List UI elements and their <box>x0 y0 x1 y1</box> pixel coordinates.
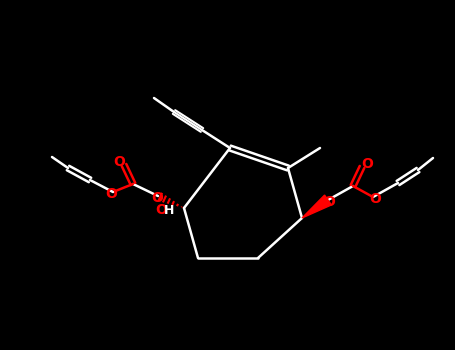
Text: O: O <box>323 195 335 209</box>
Text: O: O <box>369 192 381 206</box>
Text: O: O <box>105 187 117 201</box>
Polygon shape <box>302 195 331 218</box>
Text: O: O <box>113 155 125 169</box>
Text: O: O <box>151 191 163 205</box>
Text: O: O <box>155 203 167 217</box>
Text: O: O <box>361 157 373 171</box>
Text: H: H <box>164 203 174 217</box>
